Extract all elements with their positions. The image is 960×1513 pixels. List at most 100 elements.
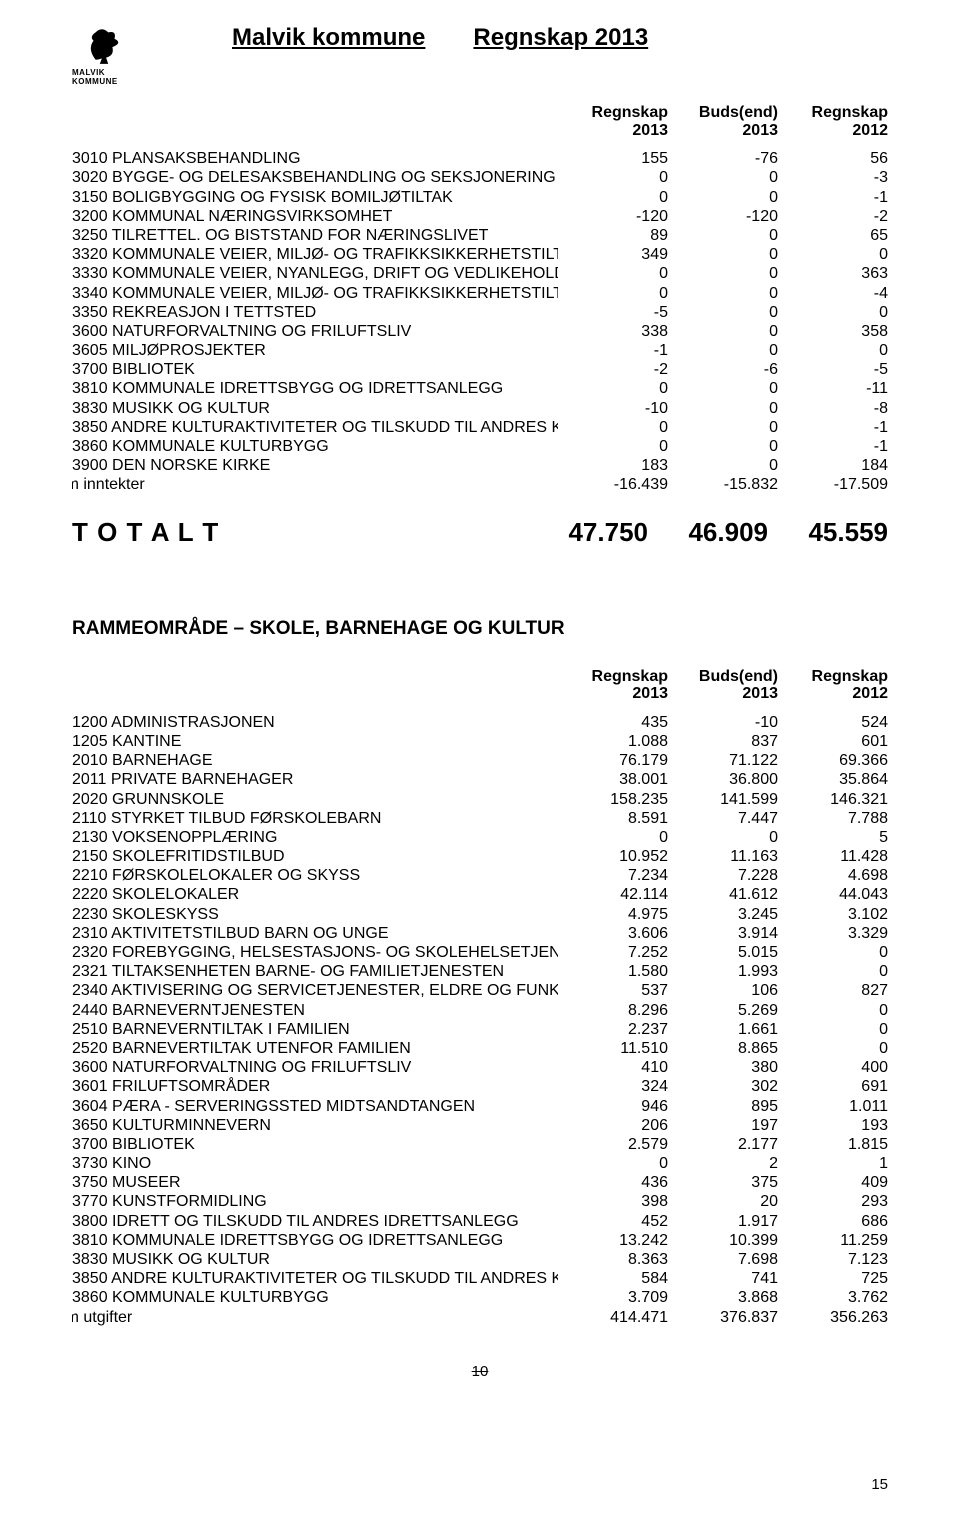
- row-v1: 2.579: [558, 1135, 668, 1154]
- row-v3: 0: [778, 303, 888, 322]
- total-v3: 45.559: [768, 517, 888, 548]
- table-row: 2321 TILTAKSENHETEN BARNE- OG FAMILIETJE…: [72, 962, 888, 981]
- table-row: 2011 PRIVATE BARNEHAGER38.00136.80035.86…: [72, 770, 888, 789]
- table-row: 2510 BARNEVERNTILTAK I FAMILIEN2.2371.66…: [72, 1020, 888, 1039]
- row-v2: 741: [668, 1269, 778, 1288]
- row-label: 3604 PÆRA - SERVERINGSSTED MIDTSANDTANGE…: [72, 1097, 558, 1116]
- row-label: 2220 SKOLELOKALER: [72, 885, 558, 904]
- row-v1: 338: [558, 322, 668, 341]
- row-label: 3800 IDRETT OG TILSKUDD TIL ANDRES IDRET…: [72, 1212, 558, 1231]
- row-label: 3700 BIBLIOTEK: [72, 1135, 558, 1154]
- table-row: 3600 NATURFORVALTNING OG FRILUFTSLIV4103…: [72, 1058, 888, 1077]
- row-label: 3605 MILJØPROSJEKTER: [72, 341, 558, 360]
- row-v3: 293: [778, 1192, 888, 1211]
- table-row: 3830 MUSIKK OG KULTUR-100-8: [72, 399, 888, 418]
- row-v3: 44.043: [778, 885, 888, 904]
- row-label: 3010 PLANSAKSBEHANDLING: [72, 149, 558, 168]
- row-label: 3860 KOMMUNALE KULTURBYGG: [72, 1288, 558, 1307]
- row-v2: 375: [668, 1173, 778, 1192]
- sum-v2: 376.837: [668, 1308, 778, 1327]
- row-v1: 946: [558, 1097, 668, 1116]
- title-part-2: Regnskap 2013: [473, 24, 648, 52]
- row-v2: 895: [668, 1097, 778, 1116]
- col2b-top: Buds(end): [699, 668, 778, 685]
- row-label: 3330 KOMMUNALE VEIER, NYANLEGG, DRIFT OG…: [72, 264, 558, 283]
- table-row: 2340 AKTIVISERING OG SERVICETJENESTER, E…: [72, 981, 888, 1000]
- table-row: 3750 MUSEER436375409: [72, 1173, 888, 1192]
- row-v2: 5.015: [668, 943, 778, 962]
- row-v3: 363: [778, 264, 888, 283]
- col1-top: Regnskap: [592, 104, 668, 121]
- row-v1: 1.580: [558, 962, 668, 981]
- row-v2: 380: [668, 1058, 778, 1077]
- row-v2: 0: [668, 168, 778, 187]
- sum-v3: -17.509: [778, 475, 888, 494]
- row-v3: -1: [778, 188, 888, 207]
- table-row: 3800 IDRETT OG TILSKUDD TIL ANDRES IDRET…: [72, 1212, 888, 1231]
- table-row: 3605 MILJØPROSJEKTER-100: [72, 341, 888, 360]
- row-label: 2020 GRUNNSKOLE: [72, 790, 558, 809]
- row-v3: 601: [778, 732, 888, 751]
- row-label: 1200 ADMINISTRASJONEN: [72, 713, 558, 732]
- row-v3: 691: [778, 1077, 888, 1096]
- row-v1: 410: [558, 1058, 668, 1077]
- row-label: 3850 ANDRE KULTURAKTIVITETER OG TILSKUDD…: [72, 418, 558, 437]
- row-v3: 358: [778, 322, 888, 341]
- table-row: 2230 SKOLESKYSS4.9753.2453.102: [72, 905, 888, 924]
- row-v3: 0: [778, 341, 888, 360]
- table-row: 3860 KOMMUNALE KULTURBYGG00-1: [72, 437, 888, 456]
- row-v2: 0: [668, 303, 778, 322]
- row-label: 3770 KUNSTFORMIDLING: [72, 1192, 558, 1211]
- total-v1: 47.750: [528, 517, 648, 548]
- row-v3: 7.788: [778, 809, 888, 828]
- table-row: 3320 KOMMUNALE VEIER, MILJØ- OG TRAFIKKS…: [72, 245, 888, 264]
- row-v3: 4.698: [778, 866, 888, 885]
- row-v2: 7.447: [668, 809, 778, 828]
- row-label: 3810 KOMMUNALE IDRETTSBYGG OG IDRETTSANL…: [72, 379, 558, 398]
- page-title: Malvik kommuneRegnskap 2013: [136, 24, 888, 52]
- row-v3: 7.123: [778, 1250, 888, 1269]
- table-row: 3770 KUNSTFORMIDLING39820293: [72, 1192, 888, 1211]
- table-row: 3730 KINO021: [72, 1154, 888, 1173]
- sum-label: Sum inntekter: [72, 475, 558, 494]
- row-v2: 41.612: [668, 885, 778, 904]
- logo-label: MALVIK KOMMUNE: [72, 68, 136, 86]
- row-v1: 0: [558, 188, 668, 207]
- row-v3: 1: [778, 1154, 888, 1173]
- table-row: 3700 BIBLIOTEK2.5792.1771.815: [72, 1135, 888, 1154]
- total-row: T O T A L T 47.750 46.909 45.559: [72, 517, 888, 548]
- footer-struck: 10: [472, 1363, 489, 1380]
- logo: MALVIK KOMMUNE: [72, 24, 136, 86]
- row-label: 2310 AKTIVITETSTILBUD BARN OG UNGE: [72, 924, 558, 943]
- row-v1: 0: [558, 264, 668, 283]
- row-v3: 524: [778, 713, 888, 732]
- row-v3: 1.815: [778, 1135, 888, 1154]
- page: MALVIK KOMMUNE Malvik kommuneRegnskap 20…: [0, 0, 960, 1412]
- row-v1: 435: [558, 713, 668, 732]
- row-v3: -1: [778, 418, 888, 437]
- row-v1: 8.296: [558, 1001, 668, 1020]
- table-row: 3850 ANDRE KULTURAKTIVITETER OG TILSKUDD…: [72, 1269, 888, 1288]
- row-v1: 0: [558, 1154, 668, 1173]
- sum-row: Sum utgifter414.471376.837356.263: [72, 1308, 888, 1327]
- table-row: 3010 PLANSAKSBEHANDLING155-7656: [72, 149, 888, 168]
- table-row: 3604 PÆRA - SERVERINGSSTED MIDTSANDTANGE…: [72, 1097, 888, 1116]
- row-v1: 0: [558, 828, 668, 847]
- total-v2: 46.909: [648, 517, 768, 548]
- rooster-icon: [83, 24, 125, 66]
- table-row: 2150 SKOLEFRITIDSTILBUD10.95211.16311.42…: [72, 847, 888, 866]
- row-label: 3850 ANDRE KULTURAKTIVITETER OG TILSKUDD…: [72, 1269, 558, 1288]
- row-v2: 0: [668, 418, 778, 437]
- page-number-right: 15: [871, 1476, 888, 1493]
- row-v1: 2.237: [558, 1020, 668, 1039]
- row-v3: 400: [778, 1058, 888, 1077]
- row-v1: 7.234: [558, 866, 668, 885]
- row-v1: 155: [558, 149, 668, 168]
- row-v1: 584: [558, 1269, 668, 1288]
- row-v1: 158.235: [558, 790, 668, 809]
- row-label: 2010 BARNEHAGE: [72, 751, 558, 770]
- row-v3: 3.762: [778, 1288, 888, 1307]
- row-v2: -76: [668, 149, 778, 168]
- row-v1: 0: [558, 418, 668, 437]
- row-v3: 827: [778, 981, 888, 1000]
